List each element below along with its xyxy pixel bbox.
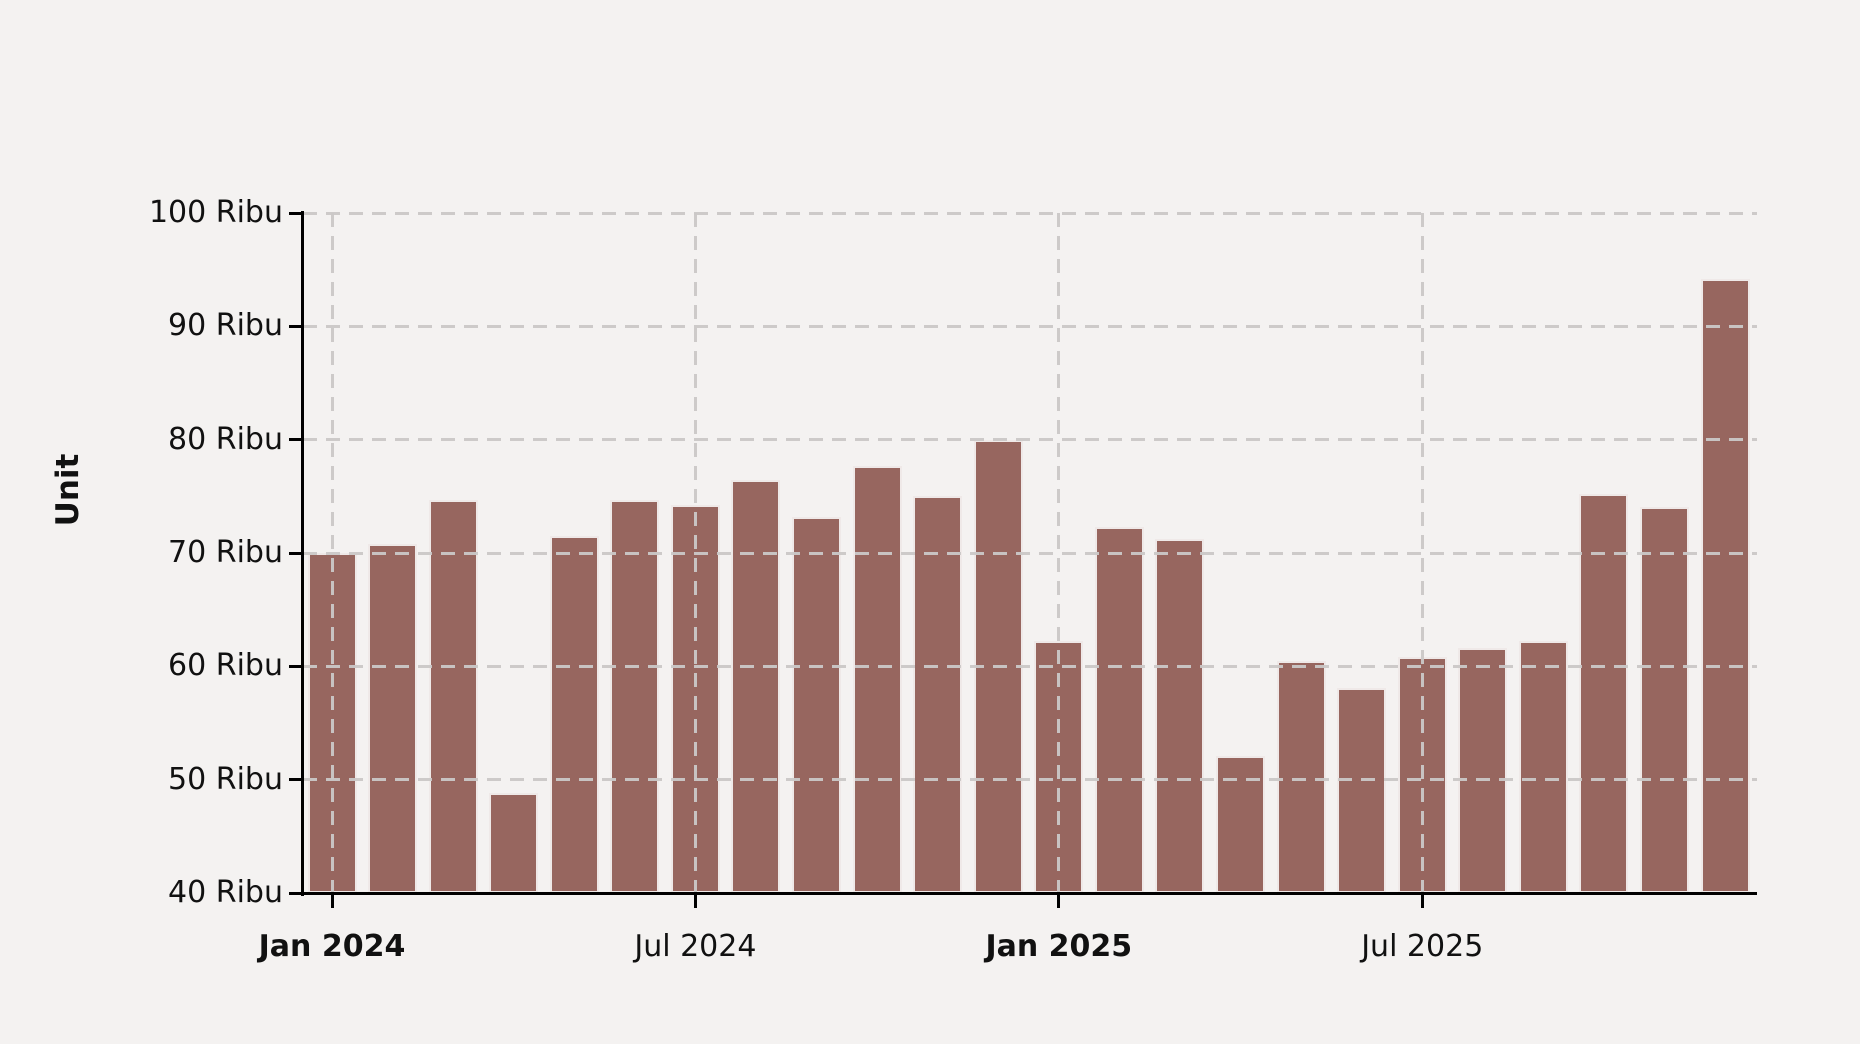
h-gridline [303, 551, 1757, 555]
y-tick-mark [289, 438, 303, 442]
bar [731, 480, 781, 893]
h-gridline [303, 778, 1757, 782]
x-tick-label: Jan 2025 [985, 929, 1133, 964]
x-axis-line [301, 892, 1757, 895]
x-tick-mark [693, 894, 697, 908]
h-gridline [303, 438, 1757, 442]
y-tick-label: 60 Ribu [168, 648, 283, 684]
y-tick-mark [289, 551, 303, 555]
y-tick-mark [289, 211, 303, 215]
y-tick-label: 70 Ribu [168, 535, 283, 570]
bar [1700, 278, 1750, 893]
bar [792, 516, 842, 893]
y-tick-label: 100 Ribu [148, 195, 283, 230]
x-tick-mark [330, 894, 334, 908]
bar [1094, 526, 1144, 893]
bar [1640, 506, 1690, 893]
v-gridline [693, 213, 697, 893]
x-tick-mark [1420, 894, 1424, 908]
h-gridline [303, 211, 1757, 215]
bar [489, 793, 539, 893]
y-tick-mark [289, 891, 303, 895]
bar [852, 465, 902, 893]
v-gridline [1420, 213, 1424, 893]
bar [428, 499, 478, 893]
y-axis-line [301, 211, 304, 896]
y-tick-label: 40 Ribu [168, 875, 283, 910]
bar [610, 499, 660, 893]
y-tick-mark [289, 778, 303, 782]
y-tick-mark [289, 324, 303, 328]
y-axis-title: Unit [50, 453, 86, 527]
h-gridline [303, 664, 1757, 668]
y-tick-label: 50 Ribu [168, 761, 283, 797]
bar [1458, 648, 1508, 893]
bar [368, 543, 418, 893]
y-tick-label: 80 Ribu [168, 421, 283, 457]
y-tick-label: 90 Ribu [168, 308, 283, 344]
v-gridline [330, 213, 334, 893]
x-tick-label: Jul 2024 [634, 929, 757, 964]
bar [549, 536, 599, 893]
bar [1337, 687, 1387, 893]
bar [1276, 660, 1326, 893]
x-tick-mark [1057, 894, 1061, 908]
x-tick-label: Jan 2024 [258, 929, 406, 964]
bar [1579, 494, 1629, 893]
x-tick-label: Jul 2025 [1361, 929, 1484, 964]
v-gridline [1057, 213, 1061, 893]
bar [1155, 539, 1205, 893]
h-gridline [303, 324, 1757, 328]
bar [1518, 641, 1568, 893]
bar [913, 496, 963, 893]
bar [1216, 755, 1266, 893]
y-tick-mark [289, 664, 303, 668]
